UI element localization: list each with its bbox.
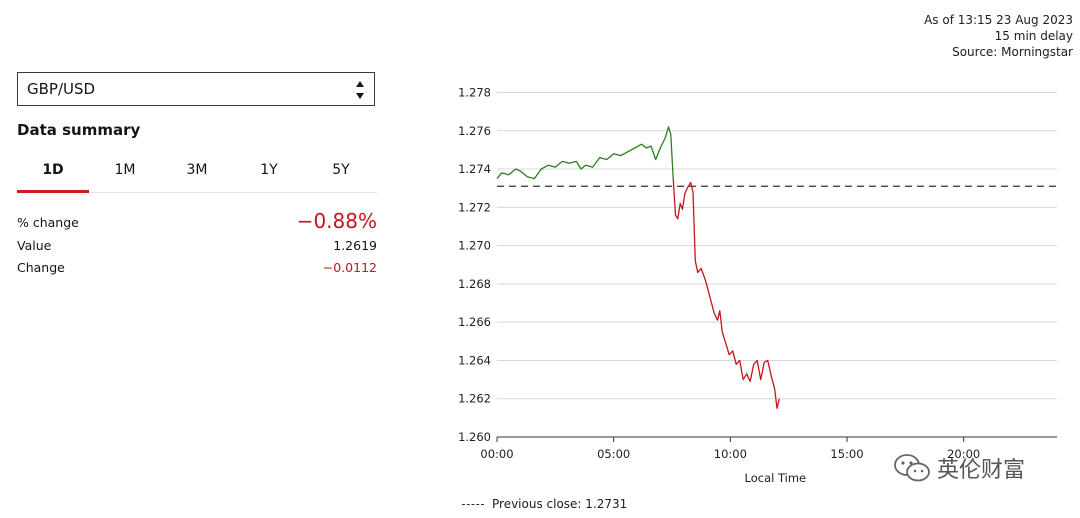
updown-arrows-icon bbox=[356, 81, 364, 99]
y-tick-label: 1.276 bbox=[458, 124, 491, 138]
value-label: Value bbox=[17, 238, 52, 253]
y-tick-label: 1.266 bbox=[458, 315, 491, 329]
as-of-timestamp: As of 13:15 23 Aug 2023 bbox=[924, 13, 1073, 27]
change-label: Change bbox=[17, 260, 65, 275]
y-tick-label: 1.262 bbox=[458, 392, 491, 406]
tab-1m[interactable]: 1M bbox=[114, 162, 136, 178]
percent-change-label: % change bbox=[17, 215, 79, 230]
dashed-line-icon bbox=[462, 503, 484, 505]
watermark: 英伦财富 bbox=[893, 452, 1025, 484]
chart-legend: Previous close: 1.2731 bbox=[462, 497, 627, 511]
legend-previous-close: Previous close: 1.2731 bbox=[492, 497, 628, 511]
x-tick-label: 05:00 bbox=[597, 447, 630, 461]
period-tabs: 1D 1M 3M 1Y 5Y bbox=[17, 150, 377, 193]
currency-pair-value: GBP/USD bbox=[27, 80, 96, 98]
delay-note: 15 min delay bbox=[994, 29, 1073, 43]
watermark-text: 英伦财富 bbox=[937, 458, 1026, 483]
y-tick-label: 1.278 bbox=[458, 85, 491, 99]
y-tick-label: 1.272 bbox=[458, 200, 491, 214]
y-tick-label: 1.260 bbox=[458, 430, 491, 444]
x-axis-title: Local Time bbox=[745, 471, 807, 485]
y-axis-ticks: 1.278 1.276 1.274 1.272 1.270 1.268 1.266 1.264… bbox=[458, 85, 491, 444]
currency-pair-select[interactable]: GBP/USD bbox=[17, 72, 375, 106]
chart-metadata: As of 13:15 23 Aug 2023 15 min delay Sou… bbox=[924, 12, 1073, 60]
data-summary-heading: Data summary bbox=[17, 121, 141, 139]
series-line-up bbox=[496, 126, 674, 180]
wechat-icon bbox=[894, 454, 930, 482]
x-tick-label: 10:00 bbox=[714, 447, 747, 461]
tab-1d[interactable]: 1D bbox=[17, 150, 89, 193]
y-tick-label: 1.268 bbox=[458, 277, 491, 291]
series-line-down bbox=[672, 178, 780, 409]
x-tick-label: 00:00 bbox=[480, 447, 513, 461]
x-tick-label: 15:00 bbox=[830, 447, 863, 461]
tab-5y[interactable]: 5Y bbox=[332, 162, 350, 178]
tab-3m[interactable]: 3M bbox=[186, 162, 208, 178]
change-value: −0.0112 bbox=[322, 260, 377, 275]
y-tick-label: 1.274 bbox=[458, 162, 491, 176]
tab-1y[interactable]: 1Y bbox=[260, 162, 278, 178]
x-tick-label: 20:00 bbox=[947, 447, 980, 461]
value-value: 1.2619 bbox=[333, 238, 377, 253]
source-note: Source: Morningstar bbox=[952, 45, 1073, 59]
chart-grid bbox=[497, 91, 1057, 438]
price-series bbox=[496, 126, 780, 409]
x-axis-ticks: 00:00 05:00 10:00 15:00 20:00 bbox=[480, 437, 980, 461]
y-tick-label: 1.270 bbox=[458, 239, 491, 253]
percent-change-value: −0.88% bbox=[296, 209, 377, 233]
y-tick-label: 1.264 bbox=[458, 353, 491, 367]
